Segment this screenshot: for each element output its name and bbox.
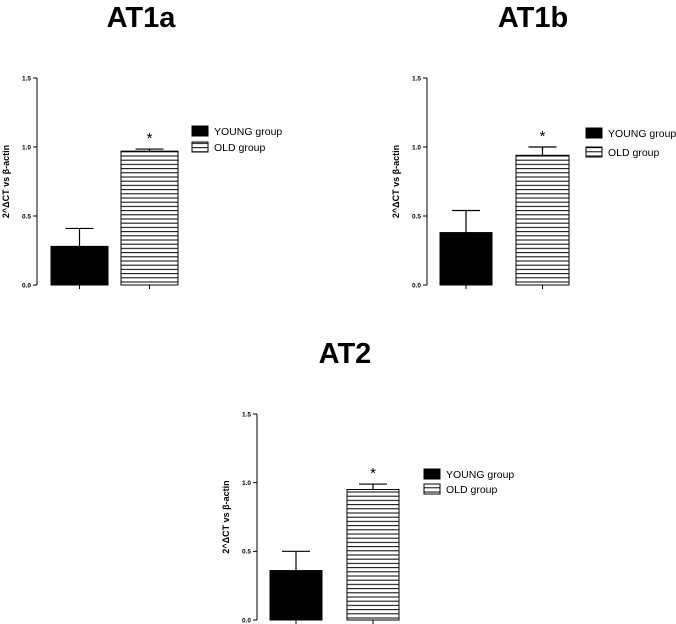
legend-swatch <box>585 146 603 158</box>
y-tick-label: 1.0 <box>412 144 421 151</box>
significance-marker: * <box>540 128 546 145</box>
chart-title: AT1b <box>498 2 568 34</box>
chart-panel: AT1b 0.0 0.5 1.0 1.5 2^ΔCT vs β-actin * YOUNG g… <box>391 2 676 289</box>
chart-title: AT1a <box>107 2 177 34</box>
y-tick-label: 0.5 <box>22 213 31 220</box>
legend-swatch <box>191 141 209 153</box>
y-tick-label: 0.5 <box>412 213 421 220</box>
bar <box>269 570 323 621</box>
legend-label: YOUNG group <box>214 126 282 138</box>
bar <box>120 150 179 286</box>
y-tick-label: 0.0 <box>412 282 421 289</box>
legend-label: OLD group <box>214 142 266 154</box>
y-tick-label: 0.0 <box>242 617 251 624</box>
legend-label: OLD group <box>608 147 660 159</box>
legend-swatch <box>585 127 603 139</box>
y-axis-label: 2^ΔCT vs β-actin <box>391 145 401 218</box>
bar <box>50 245 109 286</box>
bar <box>515 154 570 286</box>
significance-marker: * <box>147 130 153 147</box>
y-tick-label: 0.0 <box>22 282 31 289</box>
y-tick-label: 1.0 <box>242 480 251 487</box>
legend-label: OLD group <box>446 484 498 496</box>
legend-swatch <box>191 125 209 137</box>
y-tick-label: 1.5 <box>412 75 421 82</box>
y-axis-label: 2^ΔCT vs β-actin <box>221 480 231 553</box>
y-tick-label: 1.5 <box>242 411 251 418</box>
chart-panel: AT1a 0.0 0.5 1.0 1.5 2^ΔCT vs β-actin * YOUNG g… <box>1 2 282 289</box>
bar <box>346 489 400 621</box>
legend-swatch <box>423 468 441 480</box>
legend-label: YOUNG group <box>608 128 676 140</box>
chart-title: AT2 <box>319 338 372 370</box>
y-axis-label: 2^ΔCT vs β-actin <box>1 145 11 218</box>
bar <box>439 232 493 286</box>
legend-swatch <box>423 483 441 495</box>
y-tick-label: 1.5 <box>22 75 31 82</box>
y-tick-label: 0.5 <box>242 549 251 556</box>
y-tick-label: 1.0 <box>22 144 31 151</box>
chart-panel: AT2 0.0 0.5 1.0 1.5 2^ΔCT vs β-actin * YOUNG gr… <box>221 338 514 624</box>
legend-label: YOUNG group <box>446 469 514 481</box>
significance-marker: * <box>370 465 376 482</box>
